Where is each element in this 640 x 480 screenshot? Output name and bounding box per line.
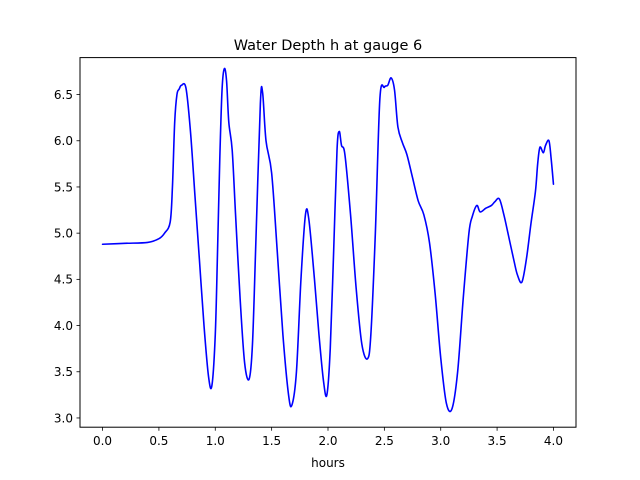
- chart-title: Water Depth h at gauge 6: [234, 38, 422, 54]
- plot-area: [101, 67, 555, 413]
- x-tick-label: 3.0: [431, 434, 450, 448]
- x-tick-label: 3.5: [488, 434, 507, 448]
- x-tick-label: 2.0: [318, 434, 337, 448]
- x-tick-label: 0.0: [93, 434, 112, 448]
- y-tick-label: 3.0: [54, 411, 73, 425]
- x-tick-label: 1.0: [206, 434, 225, 448]
- y-axis: 3.0 3.5 4.0 4.5 5.0 5.5 6.0 6.5: [54, 88, 80, 425]
- x-tick-label: 1.5: [262, 434, 281, 448]
- y-tick-label: 6.0: [54, 134, 73, 148]
- x-axis: 0.0 0.5 1.0 1.5 2.0 2.5 3.0 3.5 4.0: [93, 427, 563, 448]
- series-line-0: [101, 67, 555, 413]
- y-tick-label: 4.0: [54, 319, 73, 333]
- x-axis-label: hours: [311, 456, 345, 470]
- x-tick-label: 4.0: [544, 434, 563, 448]
- x-tick-label: 2.5: [375, 434, 394, 448]
- y-tick-label: 4.5: [54, 273, 73, 287]
- y-tick-label: 5.0: [54, 226, 73, 240]
- y-tick-label: 3.5: [54, 365, 73, 379]
- y-tick-label: 6.5: [54, 88, 73, 102]
- y-tick-label: 5.5: [54, 180, 73, 194]
- x-tick-label: 0.5: [149, 434, 168, 448]
